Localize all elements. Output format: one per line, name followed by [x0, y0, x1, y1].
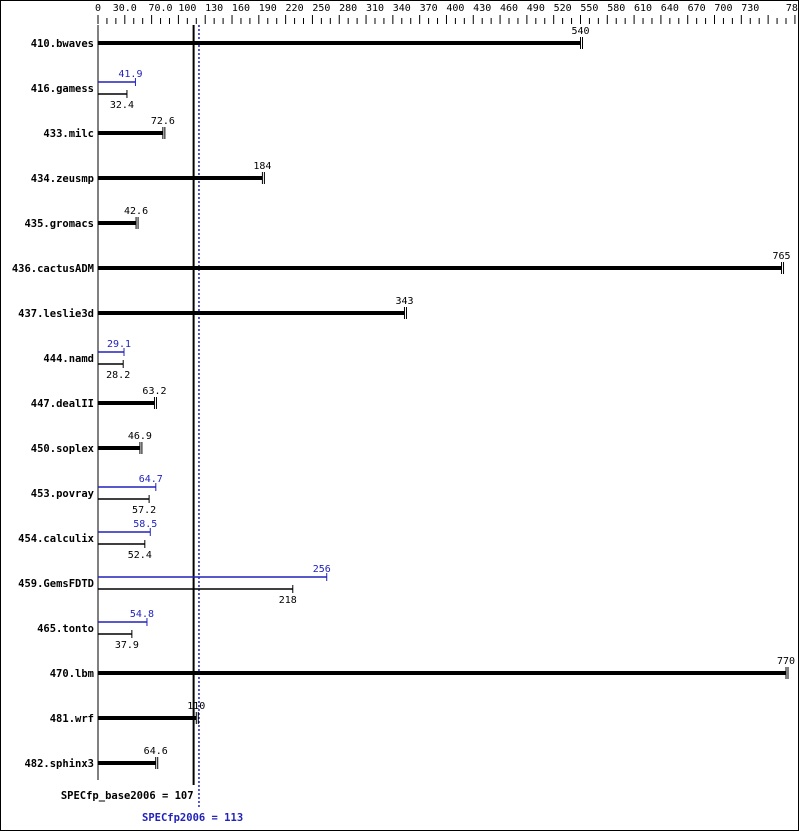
category-label: 450.soplex: [31, 443, 95, 455]
base-value-label: 28.2: [106, 370, 130, 381]
x-tick-label: 610: [634, 3, 652, 14]
x-tick-label: 640: [661, 3, 679, 14]
peak-value-label: 64.7: [139, 474, 163, 485]
x-tick-label: 190: [259, 3, 277, 14]
category-label: 465.tonto: [37, 623, 94, 635]
base-value-label: 770: [777, 656, 795, 667]
base-value-label: 52.4: [128, 550, 152, 561]
x-tick-label: 730: [741, 3, 759, 14]
peak-reference-label: SPECfp2006 = 113: [142, 812, 243, 824]
base-value-label: 218: [279, 595, 297, 606]
category-label: 437.leslie3d: [18, 308, 94, 320]
base-value-label: 63.2: [142, 386, 166, 397]
x-tick-label: 780: [786, 3, 799, 14]
x-tick-label: 160: [232, 3, 250, 14]
category-label: 435.gromacs: [24, 218, 94, 230]
peak-value-label: 29.1: [107, 339, 131, 350]
peak-value-label: 41.9: [118, 69, 142, 80]
category-label: 416.gamess: [31, 83, 94, 95]
category-label: 481.wrf: [50, 713, 94, 725]
x-tick-label: 400: [446, 3, 464, 14]
x-tick-label: 520: [554, 3, 572, 14]
x-tick-label: 310: [366, 3, 384, 14]
category-label: 454.calculix: [18, 533, 95, 545]
peak-value-label: 256: [313, 564, 331, 575]
x-tick-label: 550: [580, 3, 598, 14]
base-reference-label: SPECfp_base2006 = 107: [61, 790, 194, 802]
category-label: 434.zeusmp: [31, 173, 94, 185]
x-tick-label: 490: [527, 3, 545, 14]
category-label: 410.bwaves: [31, 38, 94, 50]
x-tick-label: 220: [286, 3, 304, 14]
category-label: 459.GemsFDTD: [18, 578, 94, 590]
base-value-label: 343: [395, 296, 413, 307]
base-value-label: 37.9: [115, 640, 139, 651]
x-tick-label: 100: [178, 3, 196, 14]
base-value-label: 46.9: [128, 431, 152, 442]
x-tick-label: 0: [95, 3, 101, 14]
base-value-label: 42.6: [124, 206, 148, 217]
category-label: 436.cactusADM: [12, 263, 94, 275]
x-tick-label: 30.0: [113, 3, 137, 14]
base-value-label: 184: [253, 161, 271, 172]
x-tick-label: 460: [500, 3, 518, 14]
x-tick-label: 130: [205, 3, 223, 14]
category-label: 447.dealII: [31, 398, 94, 410]
x-tick-label: 430: [473, 3, 491, 14]
base-value-label: 32.4: [110, 100, 134, 111]
x-tick-label: 340: [393, 3, 411, 14]
base-value-label: 64.6: [144, 746, 168, 757]
x-tick-label: 370: [420, 3, 438, 14]
x-tick-label: 670: [688, 3, 706, 14]
category-label: 444.namd: [43, 353, 94, 365]
category-label: 433.milc: [43, 128, 94, 140]
category-label: 470.lbm: [50, 668, 94, 680]
peak-value-label: 54.8: [130, 609, 154, 620]
base-value-label: 110: [187, 701, 205, 712]
x-tick-label: 700: [714, 3, 732, 14]
x-tick-label: 250: [312, 3, 330, 14]
base-value-label: 57.2: [132, 505, 156, 516]
category-label: 453.povray: [31, 488, 95, 500]
category-label: 482.sphinx3: [24, 758, 94, 770]
base-value-label: 765: [772, 251, 790, 262]
peak-value-label: 58.5: [133, 519, 157, 530]
base-value-label: 540: [571, 26, 589, 37]
x-tick-label: 70.0: [148, 3, 172, 14]
x-tick-label: 280: [339, 3, 357, 14]
base-value-label: 72.6: [151, 116, 175, 127]
x-tick-label: 580: [607, 3, 625, 14]
